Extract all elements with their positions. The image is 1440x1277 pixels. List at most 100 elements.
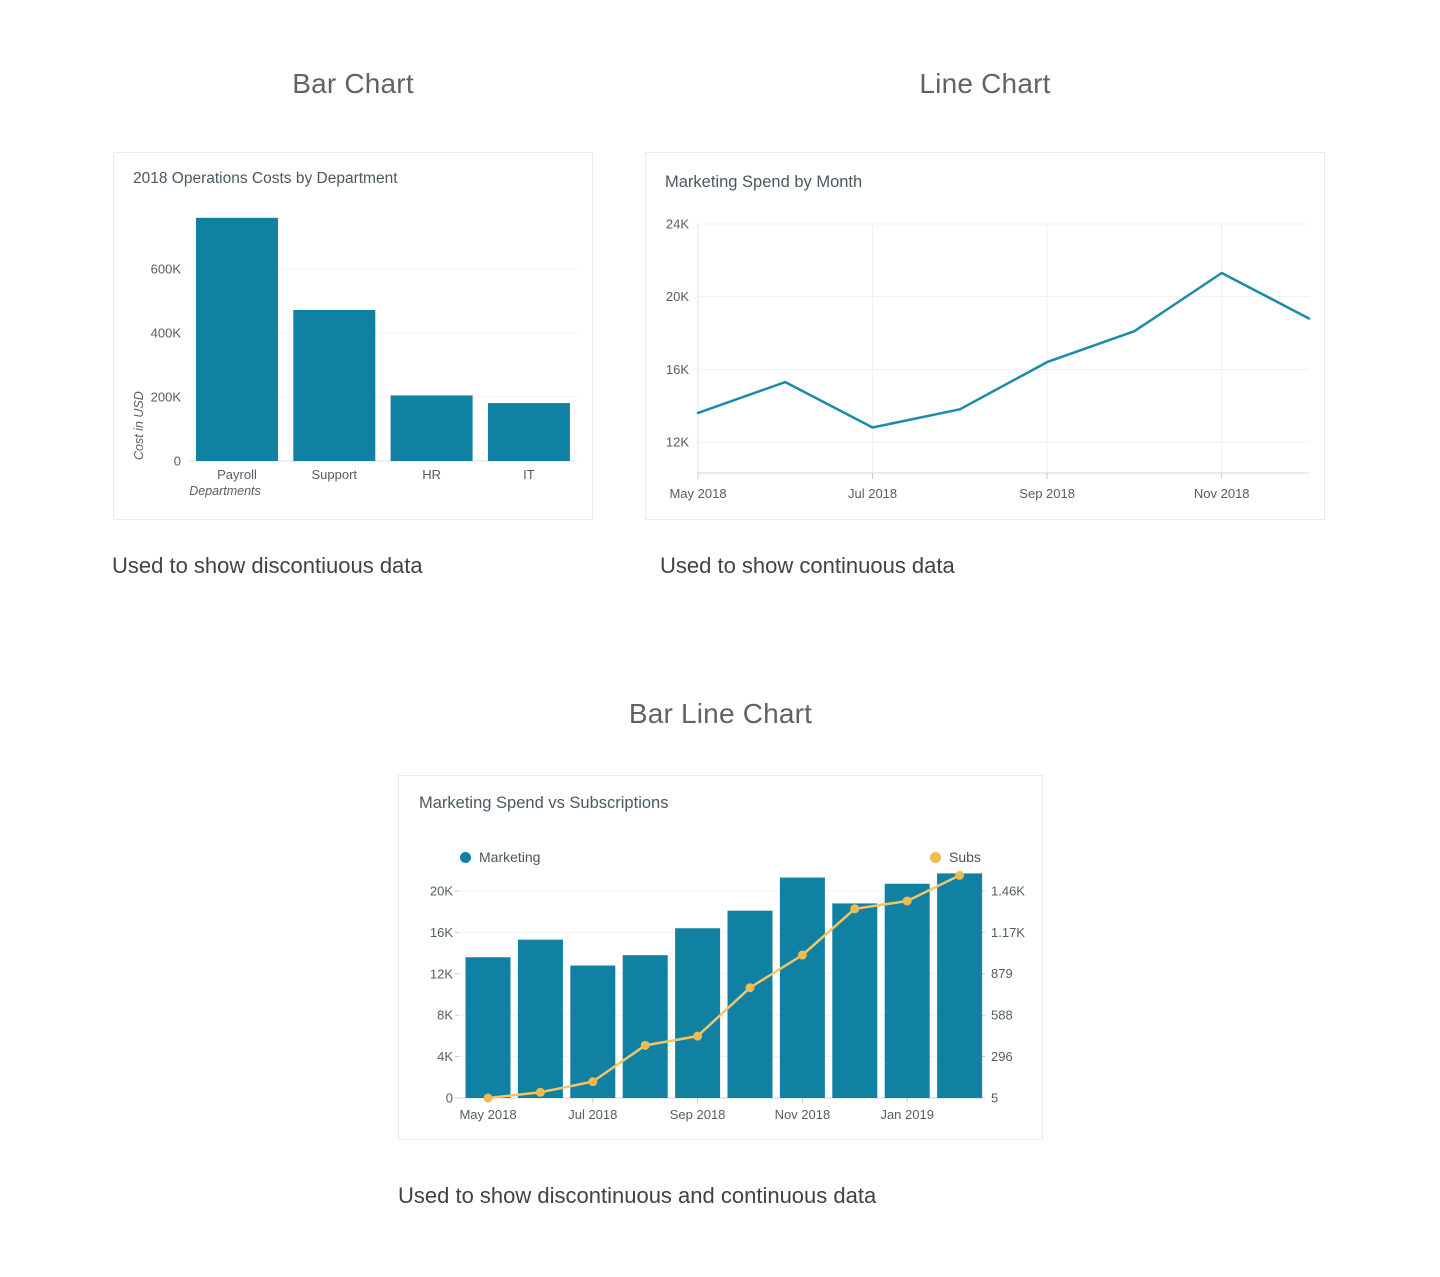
svg-text:879: 879 — [991, 966, 1013, 981]
bar-line-chart-card: Marketing Spend vs Subscriptions Marketi… — [398, 775, 1043, 1140]
bar — [937, 873, 983, 1098]
bar — [465, 957, 511, 1098]
svg-text:20K: 20K — [430, 884, 453, 899]
subs-marker — [483, 1093, 493, 1103]
svg-text:May 2018: May 2018 — [459, 1107, 516, 1122]
y-tick-label: 16K — [666, 362, 689, 377]
svg-text:Sep 2018: Sep 2018 — [1019, 486, 1075, 501]
right-y-tick-label: 879 — [991, 966, 1013, 981]
gridlines — [698, 223, 1309, 473]
x-tick-labels: Payroll Support HR IT — [217, 467, 535, 482]
bar-chart-canvas: 0 200K 400K 600K Payroll Support HR IT — [151, 217, 577, 482]
marketing-spend-line — [696, 271, 1311, 429]
svg-text:Nov 2018: Nov 2018 — [1194, 486, 1250, 501]
subs-marker — [693, 1031, 703, 1041]
svg-text:0: 0 — [174, 454, 181, 469]
svg-text:Sep 2018: Sep 2018 — [670, 1107, 726, 1122]
svg-text:1.17K: 1.17K — [991, 925, 1025, 940]
line-chart-canvas: 12K 16K 20K 24K May 2018 Jul 2018 Sep 2018 Nov … — [666, 217, 1311, 501]
bar-payroll — [196, 217, 278, 461]
bar-line-chart-caption: Used to show discontinuous and continuou… — [398, 1183, 877, 1208]
svg-text:16K: 16K — [666, 362, 689, 377]
bar-line-chart-heading: Bar Line Chart — [628, 698, 813, 729]
line-chart-heading: Line Chart — [919, 68, 1051, 99]
bar — [622, 955, 668, 1098]
bar — [517, 939, 563, 1098]
bar — [675, 928, 721, 1098]
svg-text:12K: 12K — [430, 966, 453, 981]
svg-text:24K: 24K — [666, 217, 689, 232]
y-tick-label: 12K — [666, 435, 689, 450]
x-ticks: May 2018 Jul 2018 Sep 2018 Nov 2018 — [669, 473, 1250, 501]
y-tick-label: 24K — [666, 217, 689, 232]
svg-text:16K: 16K — [430, 925, 453, 940]
left-y-tick-label: 0 — [446, 1091, 453, 1106]
svg-text:8K: 8K — [437, 1008, 453, 1023]
bar-line-chart-canvas: 0 5 4K 296 8K 588 12K 879 16K 1.17K 20K 1.46K May 20… — [430, 870, 1025, 1122]
left-y-tick-label: 8K — [437, 1008, 453, 1023]
svg-text:1.46K: 1.46K — [991, 884, 1025, 899]
y-tick-label: 600K — [151, 262, 182, 277]
left-y-tick-label: 16K — [430, 925, 453, 940]
marketing-legend-dot-icon — [460, 851, 471, 863]
bar — [779, 877, 825, 1098]
x-ticks: May 2018 Jul 2018 Sep 2018 Nov 2018 Jan 2019 — [459, 1098, 934, 1122]
svg-text:Jan 2019: Jan 2019 — [880, 1107, 934, 1122]
svg-text:200K: 200K — [151, 390, 182, 405]
bar-support — [293, 309, 376, 461]
subs-markers — [483, 870, 965, 1103]
bars — [196, 217, 570, 461]
svg-text:Jul 2018: Jul 2018 — [848, 486, 897, 501]
bar — [570, 965, 616, 1098]
bar-chart-x-axis-label: Departments — [189, 484, 261, 498]
svg-text:400K: 400K — [151, 326, 182, 341]
svg-text:600K: 600K — [151, 262, 182, 277]
left-y-tick-label: 4K — [437, 1049, 453, 1064]
svg-text:May 2018: May 2018 — [669, 486, 726, 501]
bar-chart-caption: Used to show discontiuous data — [112, 553, 423, 578]
subs-marker — [850, 904, 860, 914]
subs-legend-label: Subs — [949, 849, 981, 865]
svg-text:Nov 2018: Nov 2018 — [775, 1107, 831, 1122]
right-y-tick-label: 1.17K — [991, 925, 1025, 940]
line-chart-caption: Used to show continuous data — [660, 553, 955, 578]
svg-text:Payroll: Payroll — [217, 467, 257, 482]
svg-text:HR: HR — [422, 467, 441, 482]
bar-it — [487, 403, 570, 461]
subs-marker — [902, 896, 912, 906]
legend-item-subs: Subs — [930, 849, 981, 865]
bar-line-chart-title: Marketing Spend vs Subscriptions — [419, 794, 669, 812]
line-chart-title: Marketing Spend by Month — [665, 173, 863, 191]
y-tick-label: 400K — [151, 326, 182, 341]
svg-text:IT: IT — [523, 467, 535, 482]
right-y-tick-label: 1.46K — [991, 884, 1025, 899]
subs-marker — [955, 870, 965, 880]
y-tick-label: 0 — [174, 454, 181, 469]
svg-text:Support: Support — [312, 467, 358, 482]
line-chart-card: Marketing Spend by Month 12K 16K 20K 24K May… — [645, 152, 1325, 520]
right-y-tick-label: 296 — [991, 1049, 1013, 1064]
right-y-tick-label: 588 — [991, 1008, 1013, 1023]
subs-line — [486, 874, 961, 1100]
left-y-tick-label: 20K — [430, 884, 453, 899]
bar-chart-title: 2018 Operations Costs by Department — [133, 170, 398, 187]
svg-text:20K: 20K — [666, 289, 689, 304]
subs-marker — [640, 1040, 650, 1050]
bar — [727, 910, 773, 1098]
y-tick-label: 200K — [151, 390, 182, 405]
bar — [884, 883, 930, 1098]
svg-text:588: 588 — [991, 1008, 1013, 1023]
marketing-legend-label: Marketing — [479, 849, 541, 865]
subs-marker — [588, 1077, 598, 1087]
svg-text:12K: 12K — [666, 435, 689, 450]
svg-text:0: 0 — [446, 1091, 453, 1106]
subs-marker — [535, 1087, 545, 1097]
svg-text:296: 296 — [991, 1049, 1013, 1064]
svg-text:4K: 4K — [437, 1049, 453, 1064]
bar — [832, 903, 878, 1098]
bar-chart-card: 2018 Operations Costs by Department Cost… — [113, 152, 593, 520]
subs-marker — [745, 983, 755, 993]
bars — [465, 873, 983, 1098]
svg-text:Jul 2018: Jul 2018 — [568, 1107, 617, 1122]
